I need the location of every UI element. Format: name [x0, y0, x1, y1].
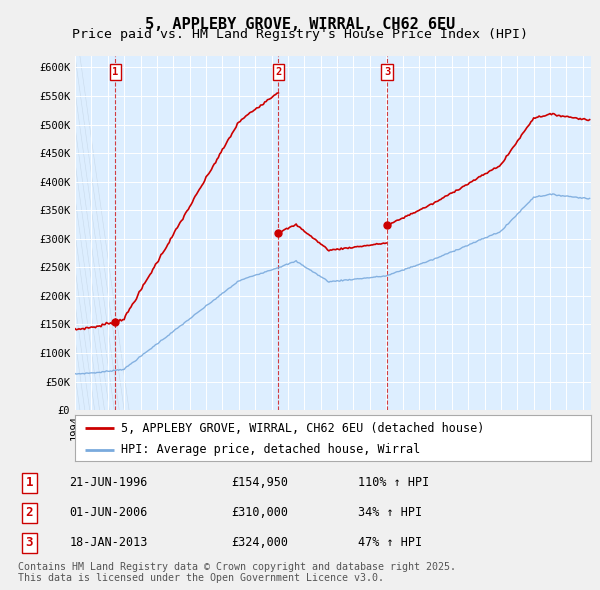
Text: 01-JUN-2006: 01-JUN-2006 [70, 506, 148, 519]
Text: HPI: Average price, detached house, Wirral: HPI: Average price, detached house, Wirr… [121, 443, 421, 457]
Text: £324,000: £324,000 [231, 536, 288, 549]
Text: 47% ↑ HPI: 47% ↑ HPI [358, 536, 422, 549]
Text: Contains HM Land Registry data © Crown copyright and database right 2025.
This d: Contains HM Land Registry data © Crown c… [18, 562, 456, 584]
Text: 21-JUN-1996: 21-JUN-1996 [70, 476, 148, 489]
Text: 5, APPLEBY GROVE, WIRRAL, CH62 6EU (detached house): 5, APPLEBY GROVE, WIRRAL, CH62 6EU (deta… [121, 422, 485, 435]
Text: 2: 2 [275, 67, 281, 77]
Text: 1: 1 [26, 476, 33, 489]
Text: £310,000: £310,000 [231, 506, 288, 519]
Text: Price paid vs. HM Land Registry's House Price Index (HPI): Price paid vs. HM Land Registry's House … [72, 28, 528, 41]
Text: 110% ↑ HPI: 110% ↑ HPI [358, 476, 429, 489]
Text: 3: 3 [26, 536, 33, 549]
Text: £154,950: £154,950 [231, 476, 288, 489]
Text: 3: 3 [384, 67, 390, 77]
Text: 34% ↑ HPI: 34% ↑ HPI [358, 506, 422, 519]
Text: 2: 2 [26, 506, 33, 519]
Text: 5, APPLEBY GROVE, WIRRAL, CH62 6EU: 5, APPLEBY GROVE, WIRRAL, CH62 6EU [145, 17, 455, 31]
Text: 1: 1 [112, 67, 119, 77]
Text: 18-JAN-2013: 18-JAN-2013 [70, 536, 148, 549]
